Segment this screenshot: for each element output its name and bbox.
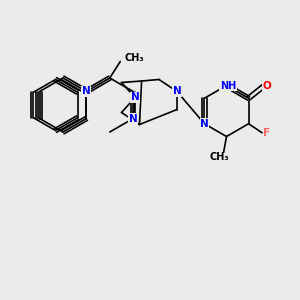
Text: F: F xyxy=(263,128,270,138)
Text: N: N xyxy=(129,113,137,124)
Text: NH: NH xyxy=(220,80,236,91)
Text: N: N xyxy=(172,86,182,97)
Text: O: O xyxy=(262,81,271,91)
Text: N: N xyxy=(130,92,140,103)
Text: CH₃: CH₃ xyxy=(125,53,144,64)
Text: N: N xyxy=(200,119,209,129)
Text: N: N xyxy=(82,86,91,97)
Text: CH₃: CH₃ xyxy=(209,152,229,163)
